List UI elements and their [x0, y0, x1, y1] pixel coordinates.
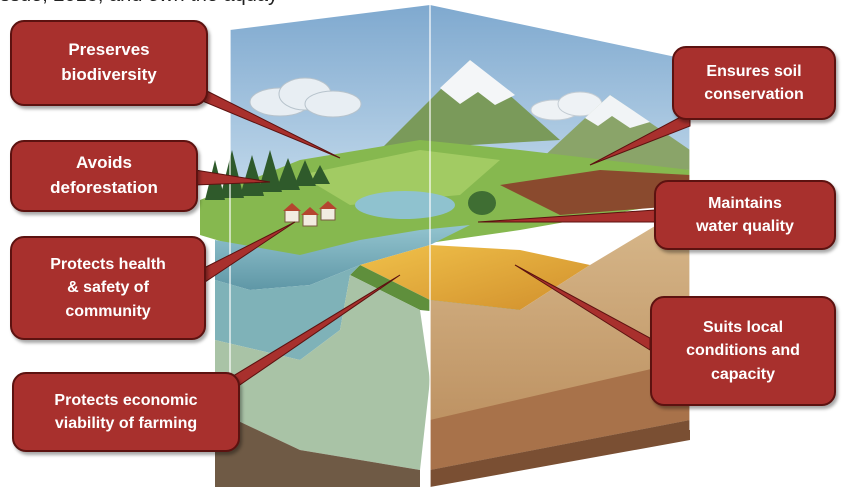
main-mountain	[380, 60, 560, 150]
callout-avoids-deforestation-label: Avoids deforestation	[50, 153, 158, 197]
callout-ensures-soil: Ensures soil conservation	[672, 46, 836, 120]
main-mountain-snow	[440, 60, 515, 105]
callout-preserves-biodiversity: Preserves biodiversity	[10, 20, 208, 106]
callout-protects-economic: Protects economic viability of farming	[12, 372, 240, 452]
right-face-bedrock	[430, 420, 690, 487]
cloud-right	[530, 91, 603, 121]
callout-preserves-biodiversity-label: Preserves biodiversity	[61, 40, 157, 84]
village	[283, 201, 337, 227]
lake	[355, 191, 455, 219]
right-face-deep-layer	[430, 360, 690, 470]
right-mountain-snow	[585, 95, 650, 128]
left-face-layers	[215, 275, 430, 470]
river	[215, 225, 470, 290]
ploughed-field	[500, 170, 690, 215]
callout-maintains-water-label: Maintains water quality	[696, 194, 794, 235]
callout-protects-health-label: Protects health & safety of community	[50, 256, 166, 320]
callout-ensures-soil-label: Ensures soil conservation	[704, 62, 804, 103]
left-face-bottom	[215, 410, 420, 487]
callout-suits-local: Suits local conditions and capacity	[650, 296, 836, 406]
callout-maintains-water: Maintains water quality	[654, 180, 836, 250]
callout-protects-economic-label: Protects economic viability of farming	[54, 391, 198, 432]
callout-avoids-deforestation: Avoids deforestation	[10, 140, 198, 212]
left-face-water	[215, 265, 360, 360]
cut-off-caption-text: ssue, 2018; and own the aquay	[0, 0, 420, 10]
right-mountain	[540, 95, 690, 170]
callout-suits-local-label: Suits local conditions and capacity	[686, 319, 800, 383]
callout-protects-health: Protects health & safety of community	[10, 236, 206, 340]
cloud-left	[249, 77, 362, 118]
green-land-highlight	[300, 150, 500, 205]
tree-near-water	[468, 191, 496, 215]
